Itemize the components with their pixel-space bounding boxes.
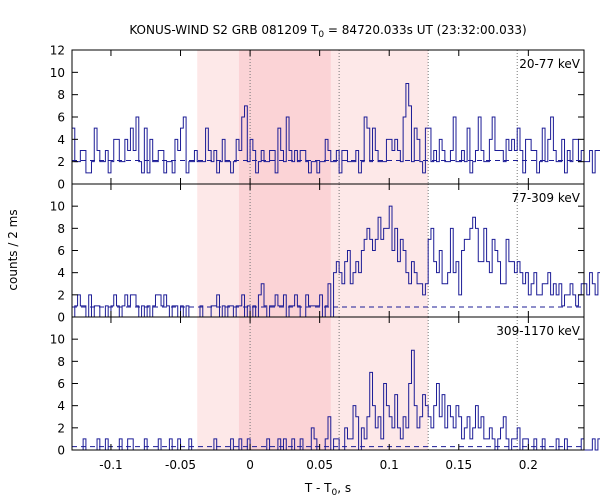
y-tick-label-1-2: 2 [57,155,65,169]
y-tick-label-3-6: 6 [57,377,65,391]
series-line-1 [72,83,600,174]
y-tick-label-3-10: 10 [50,333,65,347]
data-series [72,83,600,451]
chart-title-rest: = 84720.033s UT (23:32:00.033) [324,23,527,37]
y-tick-label-2-8: 8 [57,222,65,236]
y-tick-label-2-2: 2 [57,288,65,302]
x-tick-label-7: 0.2 [519,458,538,472]
panel-label-1: 20-77 keV [519,57,581,71]
y-tick-label-1-6: 6 [57,111,65,125]
y-tick-label-2-4: 4 [57,266,65,280]
x-tick-label-1: -0.1 [99,458,122,472]
y-tick-label-3-0: 0 [57,444,65,458]
x-axis-title-subscript: 0 [332,488,338,498]
x-tick-label-3: 0 [246,458,254,472]
y-tick-label-2-10: 10 [50,200,65,214]
chart-title-subscript: 0 [318,30,324,40]
x-tick-label-6: 0.15 [445,458,472,472]
y-tick-label-2-0: 0 [57,311,65,325]
series-line-2 [72,205,600,318]
y-tick-label-2-6: 6 [57,244,65,258]
x-axis-title: T - T0, s [304,481,351,498]
panel-label-2: 77-309 keV [512,191,581,205]
y-tick-label-1-0: 0 [57,178,65,192]
x-axis-title-rest: , s [337,481,351,495]
y-tick-label-3-2: 2 [57,421,65,435]
chart-title-main: KONUS-WIND S2 GRB 081209 T [129,23,319,37]
y-tick-label-1-12: 12 [50,44,65,58]
plot-frames [71,49,585,451]
y-tick-label-1-8: 8 [57,88,65,102]
y-tick-label-3-8: 8 [57,355,65,369]
shaded-region-2-2 [238,184,331,317]
labels: KONUS-WIND S2 GRB 081209 T0 = 84720.033s… [6,23,581,498]
shaded-region-3-2 [238,317,331,450]
x-tick-label-4: 0.05 [306,458,333,472]
panel-label-3: 309-1170 keV [496,324,580,338]
x-tick-label-5: 0.1 [380,458,399,472]
x-axis-title-main: T - T [304,481,332,495]
y-tick-label-1-10: 10 [50,66,65,80]
y-tick-label-3-4: 4 [57,399,65,413]
y-tick-label-1-4: 4 [57,133,65,147]
y-axis-title: counts / 2 ms [6,209,20,290]
chart-title: KONUS-WIND S2 GRB 081209 T0 = 84720.033s… [129,23,526,40]
x-tick-label-2: -0.05 [165,458,196,472]
